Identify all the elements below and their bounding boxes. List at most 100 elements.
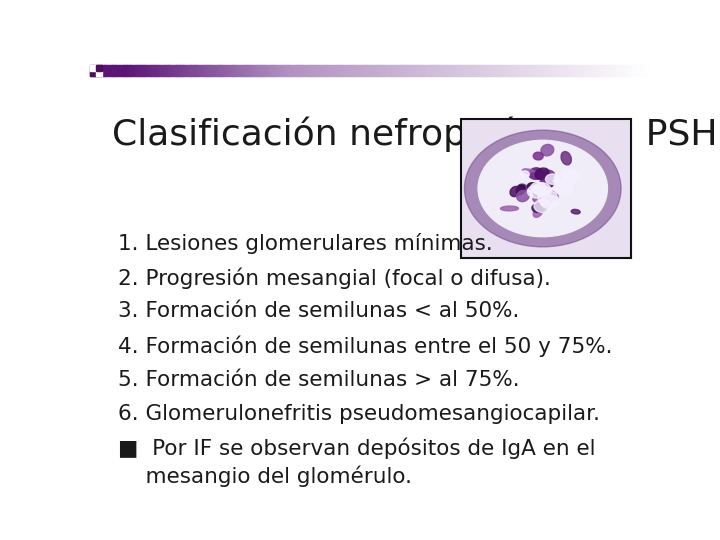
Ellipse shape [534,152,543,160]
Bar [174,65,177,77]
Bar [213,65,216,77]
Bar [135,65,138,77]
Bar [171,65,174,77]
Bar [567,65,570,77]
Bar [124,65,127,77]
Ellipse shape [544,191,558,200]
Text: 3. Formación de semilunas < al 50%.: 3. Formación de semilunas < al 50%. [118,301,519,321]
Bar [168,65,171,77]
Bar [615,65,618,77]
Bar [313,65,317,77]
Circle shape [533,186,544,194]
Bar [634,65,637,77]
Bar [179,65,183,77]
Bar [361,65,364,77]
Bar [307,65,311,77]
Ellipse shape [534,187,547,198]
Bar [547,65,551,77]
Bar [199,65,202,77]
Bar [157,65,161,77]
Ellipse shape [529,168,544,179]
Bar [274,65,277,77]
Text: 6. Glomerulonefritis pseudomesangiocapilar.: 6. Glomerulonefritis pseudomesangiocapil… [118,404,600,424]
Bar [550,65,554,77]
Bar [347,65,350,77]
Bar [620,65,624,77]
Bar [534,65,537,77]
Bar [330,65,333,77]
Bar [419,65,423,77]
Bar [556,65,559,77]
Bar [90,65,96,71]
Bar [428,65,431,77]
Bar [626,65,629,77]
Bar [413,65,417,77]
Bar [489,65,492,77]
Bar [246,65,250,77]
Bar [629,65,632,77]
Bar [642,65,646,77]
Bar [631,65,634,77]
Bar [405,65,409,77]
Ellipse shape [523,169,536,175]
Bar [112,65,116,77]
Bar [224,65,228,77]
Bar [96,65,99,77]
Bar [528,65,531,77]
Bar [581,65,585,77]
Bar [285,65,289,77]
Bar [408,65,411,77]
Bar [587,65,590,77]
Bar [90,71,96,77]
Bar [129,65,132,77]
Bar [96,71,102,77]
Circle shape [464,130,621,247]
Ellipse shape [500,206,518,211]
Bar [542,65,545,77]
Bar [400,65,403,77]
Ellipse shape [538,170,554,179]
Bar [500,65,503,77]
Ellipse shape [534,207,543,217]
Bar [324,65,328,77]
Bar [140,65,143,77]
Bar [645,65,649,77]
Bar [478,65,481,77]
Bar [322,65,325,77]
Bar [425,65,428,77]
Bar [377,65,381,77]
Bar [233,65,235,77]
Bar [438,65,442,77]
Ellipse shape [529,168,543,179]
Bar [280,65,283,77]
Circle shape [540,195,559,208]
Bar [495,65,498,77]
Bar [508,65,512,77]
Ellipse shape [571,210,580,214]
Bar [341,65,344,77]
Bar [411,65,414,77]
Bar [450,65,454,77]
Bar [336,65,339,77]
Ellipse shape [517,190,529,201]
Bar [148,65,152,77]
Bar [188,65,191,77]
Bar [593,65,595,77]
Ellipse shape [542,200,551,209]
Bar [383,65,387,77]
Bar [364,65,366,77]
Text: 2. Progresión mesangial (focal o difusa).: 2. Progresión mesangial (focal o difusa)… [118,267,551,289]
Bar [570,65,573,77]
Bar [166,65,168,77]
Bar [389,65,392,77]
Bar [249,65,253,77]
Bar [143,65,146,77]
Circle shape [562,169,580,183]
Bar [526,65,528,77]
Bar [545,65,548,77]
Bar [160,65,163,77]
Ellipse shape [528,183,540,191]
Bar [369,65,372,77]
Circle shape [528,185,544,198]
Circle shape [534,183,551,196]
